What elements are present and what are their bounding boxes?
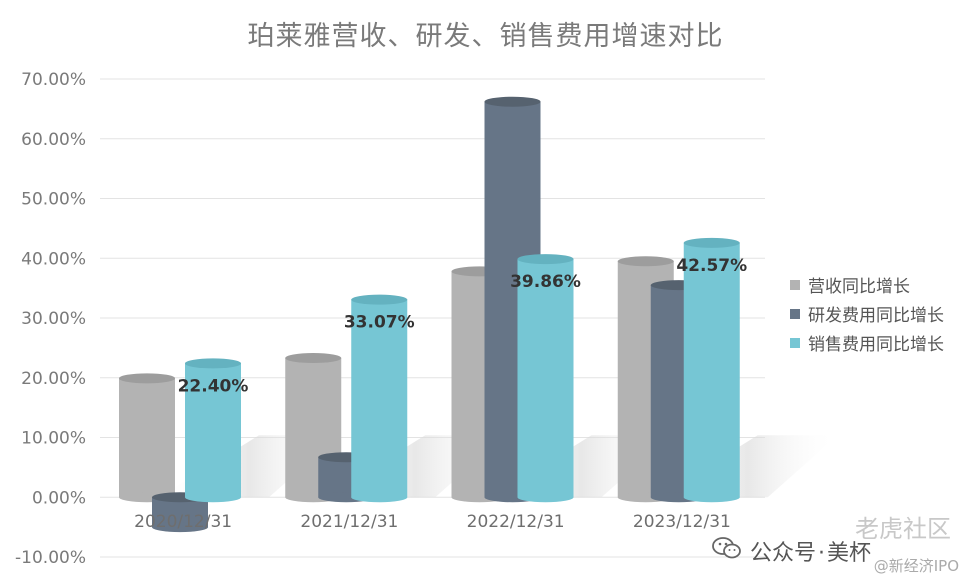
bar-body (119, 378, 175, 498)
bar-sales-2 (517, 254, 574, 503)
bar-cap (185, 358, 241, 369)
legend-item-rnd: 研发费用同比增长 (790, 299, 944, 328)
legend-swatch-rnd (790, 308, 800, 319)
bar-body (683, 242, 740, 498)
y-tick-label: 60.00% (21, 130, 86, 150)
legend-label-rnd: 研发费用同比增长 (808, 306, 944, 326)
bar-base (517, 492, 574, 503)
bar-base (152, 522, 208, 533)
bar-cap (683, 237, 740, 248)
y-tick-label: 70.00% (21, 70, 86, 90)
bar-body (517, 259, 574, 498)
bar-body (351, 299, 408, 498)
bar-revenue-0 (119, 373, 175, 503)
bar-cap (119, 373, 175, 384)
legend-swatch-sales (790, 337, 800, 348)
legend-label-sales: 销售费用同比增长 (808, 335, 944, 355)
y-tick-label: 0.00% (32, 488, 86, 508)
y-tick-label: 30.00% (21, 309, 86, 329)
bar-cap (517, 254, 574, 265)
bar-base (351, 492, 408, 503)
watermark-brand: 老虎社区 (855, 515, 951, 543)
watermark-handle: @新经济IPO (873, 557, 959, 575)
bar-cap (351, 294, 408, 305)
watermark: 老虎社区 公众号·美杯 @新经济IPO (712, 505, 967, 579)
bar-cap (617, 256, 674, 267)
data-label: 39.86% (510, 272, 581, 292)
wechat-icon (712, 537, 741, 559)
data-label: 33.07% (344, 313, 415, 333)
x-tick-label: 2020/12/31 (134, 512, 232, 532)
bar-base (683, 492, 740, 503)
chart-title: 珀莱雅营收、研发、销售费用增速对比 (247, 21, 724, 52)
x-tick-label: 2023/12/31 (633, 512, 731, 532)
bar-cap (285, 353, 342, 364)
bar-sales-3 (683, 237, 740, 503)
watermark-account: 公众号·美杯 (750, 541, 872, 566)
y-tick-label: 10.00% (21, 429, 86, 449)
watermark-account-name: 美杯 (827, 541, 872, 566)
x-tick-label: 2022/12/31 (467, 512, 565, 532)
data-label: 42.57% (676, 256, 747, 276)
bar-body (185, 363, 241, 498)
bar-cap (484, 96, 541, 107)
legend-item-sales: 销售费用同比增长 (790, 328, 944, 357)
bar-sales-1 (351, 294, 408, 503)
data-label: 22.40% (178, 376, 249, 396)
legend-label-revenue: 营收同比增长 (808, 277, 910, 297)
y-tick-label: -10.00% (15, 548, 86, 568)
y-tick-label: 50.00% (21, 190, 86, 210)
x-tick-label: 2021/12/31 (300, 512, 398, 532)
bar-base (185, 492, 241, 503)
legend-swatch-revenue (790, 279, 800, 290)
y-tick-label: 40.00% (21, 249, 86, 269)
y-tick-label: 20.00% (21, 369, 86, 389)
bar-rnd-0 (152, 492, 208, 533)
bar-sales-0 (185, 358, 241, 503)
chart-legend: 营收同比增长 研发费用同比增长 销售费用同比增长 (790, 270, 944, 357)
legend-item-revenue: 营收同比增长 (790, 270, 944, 299)
watermark-account-prefix: 公众号 (750, 541, 817, 566)
